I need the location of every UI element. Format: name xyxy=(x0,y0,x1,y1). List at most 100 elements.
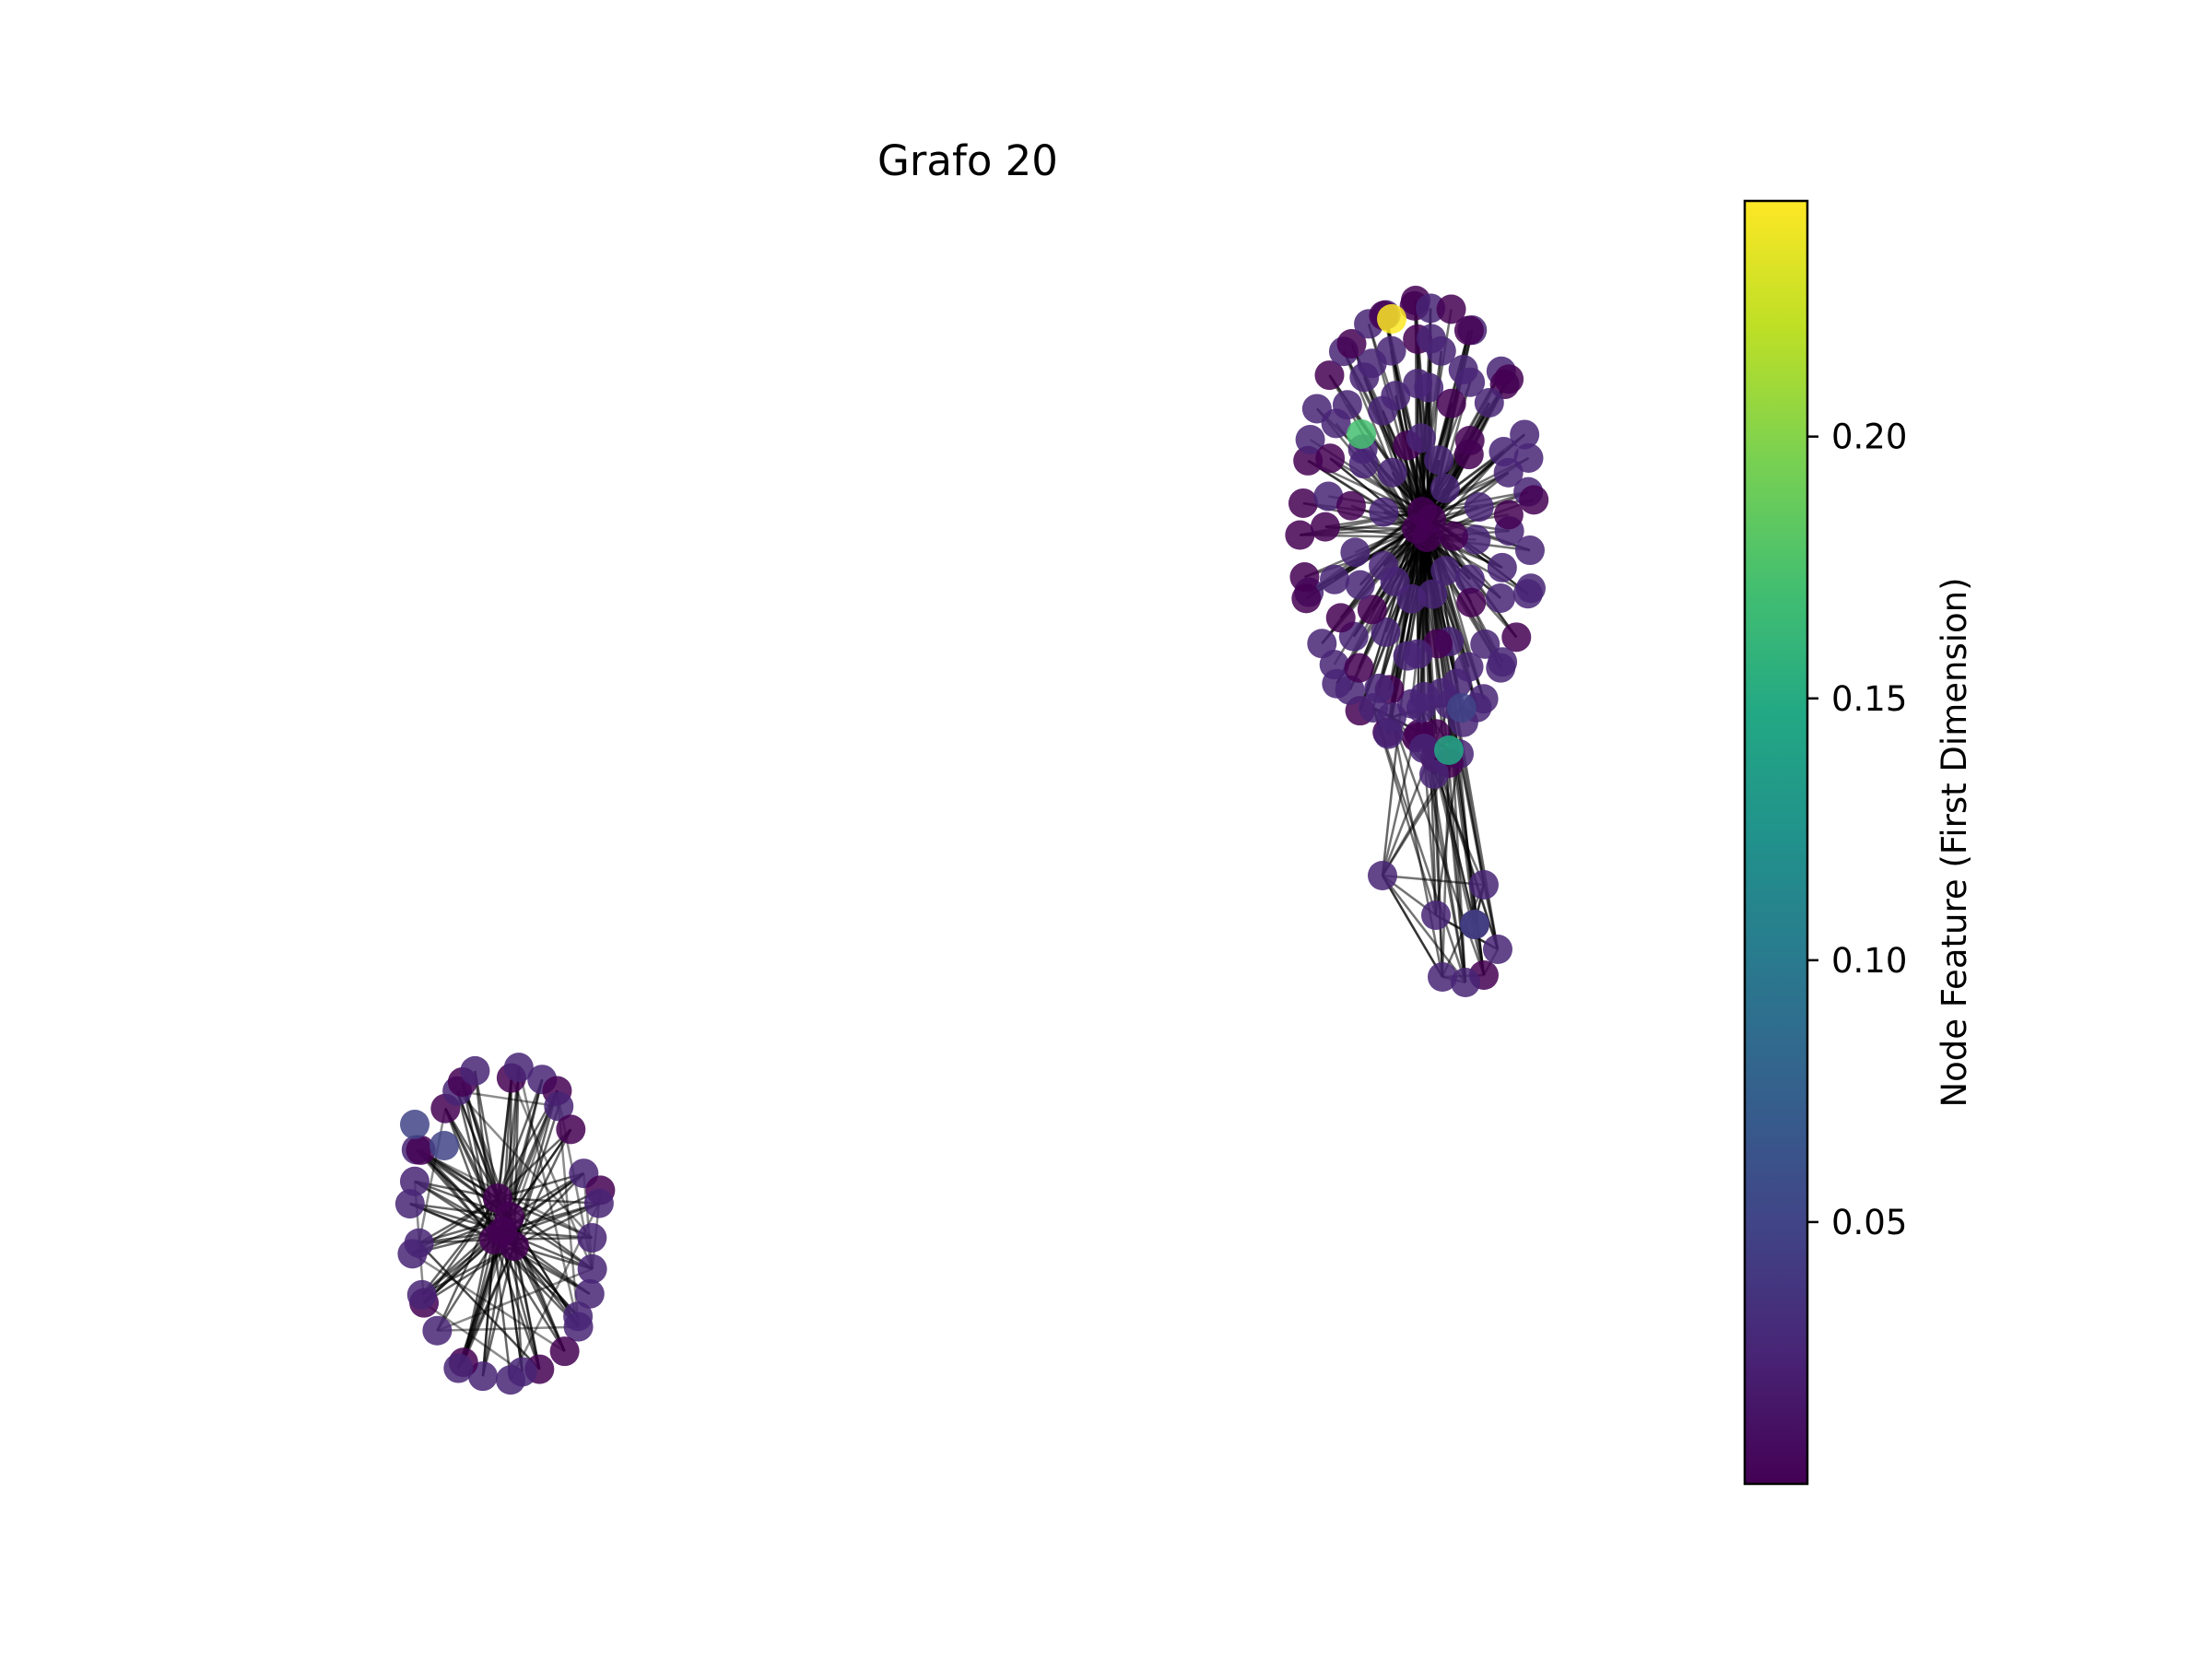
graph-node xyxy=(1289,562,1320,593)
graph-node xyxy=(1406,693,1436,723)
graph-node xyxy=(1332,390,1362,420)
graph-edge xyxy=(1390,716,1444,978)
graph-node xyxy=(460,1055,490,1086)
graph-node xyxy=(394,1189,425,1219)
graph-node xyxy=(1493,500,1524,530)
graph-node xyxy=(1377,457,1407,488)
graph-node xyxy=(549,1336,580,1367)
graph-node xyxy=(1325,603,1356,633)
colorbar: 0.05 0.10 0.15 0.20 Node Feature (First Dim… xyxy=(1743,199,1974,1486)
graph-node xyxy=(563,1312,594,1342)
graph-node xyxy=(1430,473,1460,503)
graph-node xyxy=(406,1135,436,1165)
graph-node xyxy=(1487,552,1517,582)
graph-node xyxy=(1291,583,1322,614)
graph-edge xyxy=(456,1089,594,1239)
graph-node xyxy=(1510,419,1540,450)
graph-node xyxy=(1453,315,1484,346)
graph-node xyxy=(1377,702,1406,732)
graph-node xyxy=(503,1053,534,1083)
colorbar-tick-label: 0.20 xyxy=(1831,418,1907,457)
graph-node xyxy=(544,1091,574,1122)
graph-edge xyxy=(1381,875,1444,978)
graph-edge xyxy=(496,1078,544,1199)
graph-node xyxy=(1310,512,1340,542)
graph-node xyxy=(1439,521,1469,551)
graph-edge xyxy=(1371,707,1467,983)
graph-edge xyxy=(1324,525,1418,531)
graph-node xyxy=(1434,735,1464,765)
graph-node xyxy=(1428,962,1457,992)
colorbar-gradient xyxy=(1743,199,1809,1486)
graph-node xyxy=(1483,935,1512,964)
graph-node xyxy=(422,1315,453,1346)
colorbar-label: Node Feature (First Dimension) xyxy=(1935,577,1974,1107)
graph-node xyxy=(1519,485,1549,515)
graph-node xyxy=(404,1228,434,1258)
graph-node xyxy=(1430,556,1461,586)
graph-node xyxy=(577,1253,607,1284)
graph-node xyxy=(1421,900,1451,930)
graph-edge xyxy=(512,1245,566,1352)
graph-edge xyxy=(513,1172,585,1247)
graph-node xyxy=(1453,440,1484,470)
graph-edge xyxy=(444,1108,496,1241)
graph-node xyxy=(399,1166,429,1196)
graph-node xyxy=(1376,335,1406,366)
graph-edge xyxy=(474,1070,496,1241)
graph-node xyxy=(1460,910,1489,939)
graph-node xyxy=(1456,587,1487,618)
graph-node xyxy=(488,1217,517,1246)
graph-node xyxy=(1414,372,1444,403)
graph-node xyxy=(1412,523,1441,552)
graph-edge xyxy=(418,1108,447,1243)
graph-edge xyxy=(421,1244,515,1296)
graph-node xyxy=(400,1110,429,1139)
graph-node xyxy=(1501,622,1532,653)
graph-node xyxy=(1436,388,1466,418)
graph-node xyxy=(1344,653,1374,683)
graph-node xyxy=(1416,293,1446,324)
graph-node xyxy=(574,1278,605,1309)
graph-edge xyxy=(419,1149,495,1241)
graph-node xyxy=(1451,968,1480,997)
graph-node xyxy=(1455,367,1486,397)
graph-node xyxy=(1454,564,1485,594)
graph-node xyxy=(1335,490,1366,521)
graph-node xyxy=(1319,564,1349,594)
graph-node xyxy=(406,1279,437,1310)
graph-edge xyxy=(423,1244,515,1304)
graph-edge xyxy=(492,1239,512,1381)
graph-node xyxy=(1474,387,1504,418)
graph-node xyxy=(1369,550,1399,581)
graph-node xyxy=(583,1188,614,1218)
graph-node xyxy=(1493,457,1524,488)
graph-edge xyxy=(418,1241,541,1371)
graph-node xyxy=(1369,497,1399,527)
graph-node xyxy=(1313,481,1344,512)
graph-node xyxy=(1345,570,1375,600)
graph-node xyxy=(1470,629,1500,659)
graph-edge xyxy=(512,1245,524,1372)
graph-node xyxy=(495,1365,525,1395)
graph-edge xyxy=(497,1171,584,1200)
graph-edge xyxy=(517,1066,580,1327)
graph-edge xyxy=(436,1267,594,1332)
graph-node xyxy=(1406,423,1436,453)
graph-node xyxy=(1514,535,1545,566)
graph-node xyxy=(577,1223,607,1253)
colorbar-tick-label: 0.05 xyxy=(1831,1203,1907,1242)
graph-node xyxy=(1461,524,1491,555)
graph-edge xyxy=(474,1070,500,1199)
graph-node xyxy=(1381,381,1411,411)
colorbar-ticks: 0.05 0.10 0.15 0.20 xyxy=(1807,418,1907,1242)
graph-edge xyxy=(455,1090,496,1241)
graph-node xyxy=(1357,594,1387,625)
graph-node xyxy=(1447,693,1477,723)
graph-node xyxy=(1515,573,1546,604)
graph-edge xyxy=(437,1325,579,1333)
graph-edge xyxy=(512,1245,541,1370)
graph-edge xyxy=(1441,762,1451,978)
graph-node xyxy=(443,1353,474,1383)
